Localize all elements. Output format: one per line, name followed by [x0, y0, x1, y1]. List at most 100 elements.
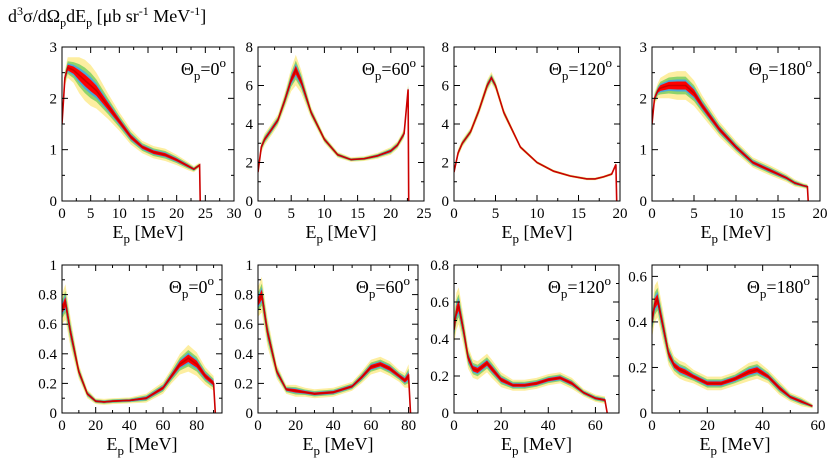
y-tick-label: 0 — [246, 406, 254, 422]
y-tick-label: 1 — [50, 258, 58, 274]
x-tick-label: 20 — [813, 206, 828, 222]
band-green — [454, 74, 617, 201]
y-tick-label: 0.4 — [430, 332, 449, 348]
x-tick-label: 20 — [383, 206, 398, 222]
x-axis-label: Ep [MeV] — [502, 222, 573, 246]
panel-top-3: 0 5 10 15 20 0 2 4 6 8 Ep [MeV] Θp=120o — [442, 40, 628, 246]
x-tick-label: 0 — [450, 418, 458, 434]
panel-title: Θp=180o — [747, 273, 810, 301]
y-tick-label: 0.6 — [38, 317, 57, 333]
x-tick-label: 25 — [198, 206, 213, 222]
panel-title: Θp=180o — [749, 55, 812, 83]
band-red — [454, 76, 617, 201]
y-tick-label: 0.6 — [430, 295, 449, 311]
x-tick-label: 5 — [287, 206, 295, 222]
band-blue — [258, 63, 409, 201]
x-tick-label: 80 — [401, 418, 416, 434]
central-curve — [62, 299, 217, 413]
plot-area — [62, 284, 217, 413]
panel-title: Θp=0o — [181, 55, 226, 83]
x-tick-label: 20 — [494, 418, 509, 434]
x-tick-label: 15 — [771, 206, 786, 222]
x-tick-label: 5 — [690, 206, 698, 222]
x-axis-label: Ep [MeV] — [700, 434, 771, 458]
band-blue — [62, 63, 201, 201]
y-tick-label: 1 — [50, 143, 58, 159]
x-tick-label: 20 — [613, 206, 628, 222]
y-tick-label: 2 — [640, 91, 648, 107]
x-tick-label: 5 — [87, 206, 95, 222]
x-tick-label: 60 — [811, 418, 826, 434]
y-tick-label: 2 — [246, 156, 254, 172]
x-tick-label: 20 — [288, 418, 303, 434]
x-tick-label: 60 — [363, 418, 378, 434]
panel-bottom-3: 0 20 40 60 0 0.2 0.4 0.6 0.8 Ep [MeV] Θp=120o — [430, 258, 620, 458]
y-tick-label: 0.4 — [38, 347, 57, 363]
y-tick-label: 6 — [246, 79, 254, 95]
y-tick-label: 1 — [640, 143, 648, 159]
band-blue — [652, 291, 813, 408]
x-tick-label: 15 — [141, 206, 156, 222]
plot-area — [652, 280, 813, 409]
x-tick-label: 10 — [530, 206, 545, 222]
band-blue — [454, 297, 608, 413]
y-tick-label: 0 — [442, 194, 450, 210]
central-curve — [454, 302, 608, 413]
y-tick-label: 8 — [246, 40, 254, 56]
x-tick-label: 20 — [169, 206, 184, 222]
x-tick-label: 15 — [571, 206, 586, 222]
panel-top-4: 0 5 10 15 20 0 1 2 3 Ep [MeV] Θp=180o — [640, 40, 828, 246]
y-tick-label: 6 — [442, 79, 450, 95]
x-tick-label: 40 — [755, 418, 770, 434]
central-curve — [652, 84, 809, 201]
panel-bottom-2: 0 20 40 60 80 0 0.2 0.4 0.6 0.8 1 Ep [MeV] Θp=60o — [234, 258, 419, 458]
x-tick-label: 60 — [588, 418, 603, 434]
x-tick-label: 0 — [254, 418, 262, 434]
band-outer — [62, 284, 216, 413]
x-axis-label: Ep [MeV] — [501, 434, 572, 458]
x-tick-label: 25 — [417, 206, 432, 222]
x-axis-label: Ep [MeV] — [303, 434, 374, 458]
band-blue — [454, 75, 617, 201]
x-axis-label: Ep [MeV] — [701, 222, 772, 246]
x-tick-label: 60 — [156, 418, 171, 434]
plot-area — [258, 54, 410, 201]
x-axis-label: Ep [MeV] — [107, 434, 178, 458]
panel-title: Θp=0o — [169, 273, 214, 301]
y-tick-label: 0.8 — [430, 258, 449, 274]
x-tick-label: 40 — [326, 418, 341, 434]
x-tick-label: 10 — [729, 206, 744, 222]
y-tick-label: 3 — [640, 40, 648, 56]
plot-area — [652, 71, 809, 201]
y-tick-label: 0.2 — [38, 376, 57, 392]
x-tick-label: 10 — [112, 206, 127, 222]
y-tick-label: 0.2 — [234, 376, 253, 392]
y-tick-label: 0 — [442, 406, 450, 422]
x-axis-label: Ep [MeV] — [306, 222, 377, 246]
y-tick-label: 1 — [246, 258, 254, 274]
x-axis-label: Ep [MeV] — [113, 222, 184, 246]
y-tick-label: 0.4 — [234, 347, 253, 363]
x-tick-label: 0 — [450, 206, 458, 222]
y-tick-label: 2 — [50, 91, 58, 107]
plot-area — [454, 287, 608, 413]
central-curve — [258, 68, 410, 201]
central-curve — [62, 66, 201, 201]
panel-top-2: 0 5 10 15 20 25 0 2 4 6 8 Ep [MeV] Θp=60o — [246, 40, 432, 246]
y-axis-label: d3σ/dΩpdEp [μb sr-1 MeV-1] — [8, 4, 207, 30]
y-tick-label: 2 — [442, 156, 450, 172]
y-tick-label: 0 — [50, 194, 58, 210]
x-tick-label: 40 — [541, 418, 556, 434]
band-green — [454, 294, 608, 413]
x-tick-label: 10 — [317, 206, 332, 222]
x-tick-label: 0 — [648, 206, 656, 222]
x-tick-label: 80 — [189, 418, 204, 434]
y-tick-label: 0.2 — [430, 369, 449, 385]
central-curve — [258, 292, 412, 413]
x-tick-label: 0 — [58, 418, 66, 434]
y-tick-label: 0 — [640, 406, 648, 422]
y-tick-label: 3 — [50, 40, 58, 56]
x-tick-label: 40 — [122, 418, 137, 434]
x-tick-label: 15 — [350, 206, 365, 222]
plot-area — [258, 276, 412, 413]
